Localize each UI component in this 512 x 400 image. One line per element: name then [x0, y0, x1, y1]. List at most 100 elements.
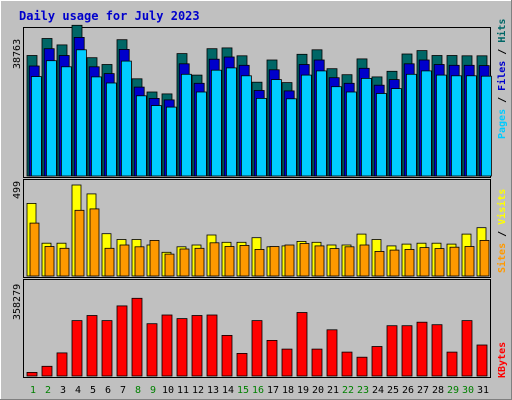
bar-sites-day-20: [314, 245, 325, 277]
bars-kbytes-group: [26, 297, 488, 377]
bar-sites-day-4: [74, 209, 85, 277]
bar-kbytes-day-28: [431, 324, 443, 377]
x-tick-label-28: 28: [432, 385, 444, 396]
bar-sites-day-22: [344, 246, 355, 277]
bar-pages-day-10: [165, 106, 177, 177]
x-tick-label-11: 11: [177, 385, 189, 396]
x-tick-label-15: 15: [237, 385, 249, 396]
bar-kbytes-day-5: [86, 315, 98, 377]
bar-kbytes-day-10: [161, 314, 173, 377]
bar-sites-day-21: [329, 248, 340, 277]
bar-sites-day-8: [134, 246, 145, 277]
chart-title: Daily usage for July 2023: [19, 9, 200, 23]
bar-sites-day-3: [59, 247, 70, 277]
bar-kbytes-day-4: [71, 320, 83, 377]
x-tick-label-14: 14: [222, 385, 234, 396]
legend-visits-panel: Sites / Visits: [496, 189, 508, 273]
bar-kbytes-day-7: [116, 305, 128, 377]
bar-sites-day-28: [434, 248, 445, 277]
bar-kbytes-day-14: [221, 334, 233, 377]
x-tick-label-17: 17: [267, 385, 279, 396]
bar-pages-day-1: [30, 76, 42, 177]
x-tick-label-7: 7: [120, 385, 126, 396]
x-tick-label-24: 24: [372, 385, 384, 396]
x-tick-label-1: 1: [30, 385, 36, 396]
bar-pages-day-4: [76, 49, 87, 177]
x-tick-label-31: 31: [477, 385, 489, 396]
bar-sites-day-10: [164, 253, 175, 277]
bar-sites-day-31: [479, 239, 490, 277]
x-tick-label-29: 29: [447, 385, 459, 396]
x-tick-label-13: 13: [207, 385, 219, 396]
bar-sites-day-30: [464, 246, 475, 277]
bar-kbytes-day-24: [371, 346, 383, 377]
bar-kbytes-day-18: [281, 348, 293, 377]
bars-hits-group: [26, 24, 492, 177]
x-tick-label-21: 21: [327, 385, 339, 396]
bar-sites-day-11: [179, 248, 190, 277]
bar-kbytes-day-29: [446, 351, 458, 377]
bar-kbytes-day-2: [41, 365, 53, 377]
bar-sites-day-25: [389, 249, 400, 277]
x-tick-label-9: 9: [150, 385, 156, 396]
x-tick-label-4: 4: [75, 385, 81, 396]
bar-kbytes-day-9: [146, 323, 158, 377]
legend-kbytes-panel: KBytes: [497, 342, 508, 378]
bar-pages-day-3: [61, 66, 72, 177]
x-axis-labels: 1 2 3 4 5 6 7 8 9 10 11 12 13 14 15 16 17 18 19 20 21 22 23 24 2…: [30, 385, 489, 396]
x-tick-label-19: 19: [297, 385, 309, 396]
bar-sites-day-2: [44, 246, 55, 277]
bar-sites-day-16: [254, 248, 265, 277]
bar-sites-day-19: [299, 243, 310, 277]
bar-kbytes-day-6: [101, 320, 113, 377]
bar-sites-day-27: [419, 247, 430, 277]
x-tick-label-5: 5: [90, 385, 96, 396]
bar-kbytes-day-31: [476, 344, 488, 377]
bar-pages-day-29: [450, 75, 462, 177]
bar-kbytes-day-1: [26, 371, 38, 377]
bars-visits-group: [26, 184, 490, 277]
bar-kbytes-day-11: [176, 318, 188, 377]
bar-pages-day-20: [315, 70, 327, 177]
bar-kbytes-day-21: [326, 329, 338, 377]
legend-visits: Visits: [496, 189, 508, 225]
legend-kbytes: KBytes: [497, 342, 508, 378]
bar-pages-day-9: [150, 105, 162, 177]
bar-sites-day-23: [359, 244, 370, 277]
bar-pages-day-28: [435, 74, 447, 177]
bar-sites-day-26: [404, 248, 415, 277]
legend-sep-3: /: [497, 225, 508, 243]
bar-pages-day-12: [195, 91, 207, 177]
ymax-label-hits: 38763: [12, 39, 23, 69]
bar-pages-day-18: [285, 98, 297, 177]
ymax-label-kbytes: 358279: [12, 284, 23, 320]
bar-sites-day-29: [449, 246, 460, 277]
bar-pages-day-22: [345, 91, 357, 177]
bar-pages-day-27: [420, 70, 432, 177]
bar-kbytes-day-30: [461, 320, 473, 377]
ymax-label-visits: 499: [12, 181, 23, 199]
bar-pages-day-23: [360, 78, 372, 177]
bar-pages-day-30: [465, 75, 477, 177]
bar-pages-day-14: [225, 67, 237, 177]
bar-sites-day-5: [89, 208, 100, 277]
bar-pages-day-25: [390, 88, 402, 177]
x-tick-label-2: 2: [45, 385, 51, 396]
bar-sites-day-14: [224, 246, 235, 277]
x-tick-label-16: 16: [252, 385, 264, 396]
bar-kbytes-day-12: [191, 315, 203, 377]
legend-files: Files: [496, 61, 508, 91]
bar-pages-day-11: [180, 73, 192, 177]
bar-pages-day-19: [300, 74, 312, 177]
bar-pages-day-24: [375, 93, 387, 177]
bar-pages-day-7: [121, 60, 132, 177]
bar-sites-day-12: [194, 247, 205, 277]
x-tick-label-26: 26: [402, 385, 414, 396]
bar-kbytes-day-22: [341, 351, 353, 377]
x-tick-label-22: 22: [342, 385, 354, 396]
x-tick-label-18: 18: [282, 385, 294, 396]
legend-sites: Sites: [496, 243, 508, 273]
x-tick-label-30: 30: [462, 385, 474, 396]
bar-sites-day-1: [29, 222, 40, 277]
bar-pages-day-6: [106, 82, 117, 177]
